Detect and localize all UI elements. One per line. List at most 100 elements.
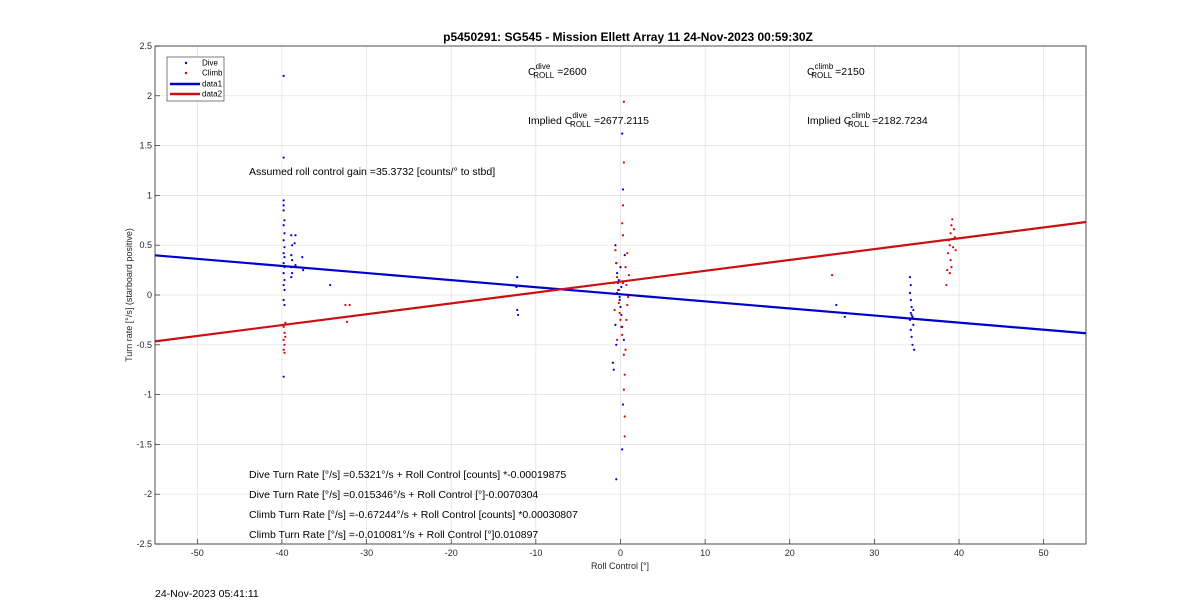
dive-point: [293, 242, 296, 245]
dive-point: [620, 285, 623, 289]
cdive-annotation: Cdive ROLL =2600: [528, 62, 587, 80]
legend-marker-dive: [184, 61, 188, 65]
dive-point: [621, 448, 624, 451]
climb-point: [348, 303, 351, 307]
dive-point: [910, 313, 913, 317]
climb-point: [622, 100, 625, 103]
dive-point: [835, 303, 838, 307]
dive-point: [282, 156, 285, 159]
roll-gain-annotation: Assumed roll control gain =35.3732 [coun…: [249, 166, 495, 178]
climb-point: [945, 283, 948, 287]
climb-point: [952, 246, 955, 249]
dive-point: [614, 323, 617, 326]
x-tick-label: 20: [785, 548, 795, 558]
climb-point: [946, 252, 950, 255]
dive-point: [290, 234, 293, 237]
fit-line-data1: [154, 254, 1087, 335]
x-axis-label: Roll Control [°]: [591, 561, 649, 571]
dive-point: [843, 315, 846, 319]
climb-point: [627, 273, 631, 277]
dive-point: [282, 252, 285, 255]
climb-point: [282, 348, 285, 351]
climb-point: [623, 373, 626, 376]
climb-point: [948, 244, 951, 247]
cclimb-annotation: Cclimb ROLL =2150: [807, 62, 865, 80]
climb-point: [615, 262, 618, 265]
y-axis-label: Turn rate [°/s] (starboard positive): [124, 228, 134, 362]
dive-point: [282, 199, 285, 202]
dive-point: [621, 188, 625, 191]
climb-point: [621, 204, 625, 207]
dive-point: [909, 311, 912, 315]
equation-climb-degrees: Climb Turn Rate [°/s] =-0.010081°/s + Ro…: [249, 529, 538, 541]
climb-point: [946, 269, 949, 272]
climb-point: [950, 266, 953, 269]
dive-point: [908, 275, 912, 279]
dive-point: [290, 254, 293, 257]
dive-point: [611, 361, 614, 364]
dive-point: [282, 283, 285, 287]
climb-point: [621, 333, 624, 336]
dive-point: [290, 275, 293, 279]
dive-point: [619, 305, 622, 309]
dive-point: [282, 224, 285, 227]
dive-point: [302, 269, 305, 272]
dive-point: [619, 266, 622, 269]
climb-point: [830, 273, 834, 277]
x-tick-label: -10: [529, 548, 542, 558]
dive-point: [909, 283, 912, 287]
climb-point: [614, 249, 617, 252]
dive-point: [516, 308, 519, 312]
dive-point: [910, 335, 913, 338]
climb-point: [949, 232, 952, 235]
dive-point: [621, 403, 625, 406]
climb-point: [621, 234, 625, 237]
dive-point: [908, 291, 912, 295]
dive-point: [516, 275, 519, 279]
dive-point: [282, 74, 285, 77]
dive-point: [294, 264, 297, 267]
dive-point: [612, 368, 615, 371]
climb-point: [619, 318, 622, 321]
legend-label-data1: data1: [202, 80, 223, 89]
dive-point: [291, 271, 294, 275]
dive-point: [282, 262, 285, 265]
dive-point: [283, 288, 286, 292]
dive-point: [282, 271, 285, 275]
climb-point: [616, 338, 619, 341]
climb-point: [283, 351, 286, 354]
dive-point: [283, 232, 286, 235]
x-tick-label: 30: [869, 548, 879, 558]
dive-point: [282, 239, 285, 242]
implied-cdive-annotation: Implied Cdive ROLL =2677.2115: [528, 111, 649, 129]
equation-climb-counts: Climb Turn Rate [°/s] =-0.67244°/s + Rol…: [249, 509, 578, 521]
climb-point: [283, 331, 286, 334]
x-tick-label: 0: [618, 548, 623, 558]
dive-point: [912, 323, 915, 326]
dive-point: [291, 244, 294, 247]
dive-point: [618, 295, 621, 299]
dive-point: [909, 298, 912, 302]
climb-point: [346, 320, 349, 323]
timestamp: 24-Nov-2023 05:41:11: [155, 588, 259, 600]
climb-point: [626, 252, 629, 255]
climb-point: [624, 348, 627, 351]
plot-frame: [154, 45, 1087, 545]
climb-point: [624, 266, 627, 269]
fit-line-data2: [154, 220, 1087, 343]
x-tick-label: -20: [445, 548, 458, 558]
dive-point: [614, 244, 617, 247]
y-tick-label: -2: [144, 489, 152, 499]
dive-point: [911, 315, 914, 319]
dive-point: [911, 343, 914, 346]
dive-point: [282, 298, 285, 302]
climb-point: [616, 275, 619, 279]
dive-point: [283, 256, 286, 259]
dive-point: [623, 254, 626, 257]
equation-dive-counts: Dive Turn Rate [°/s] =0.5321°/s + Roll C…: [249, 469, 566, 481]
legend: Dive Climb data1 data2: [166, 56, 225, 102]
legend-label-dive: Dive: [202, 59, 219, 68]
climb-point: [283, 343, 286, 346]
dive-point: [622, 338, 625, 341]
